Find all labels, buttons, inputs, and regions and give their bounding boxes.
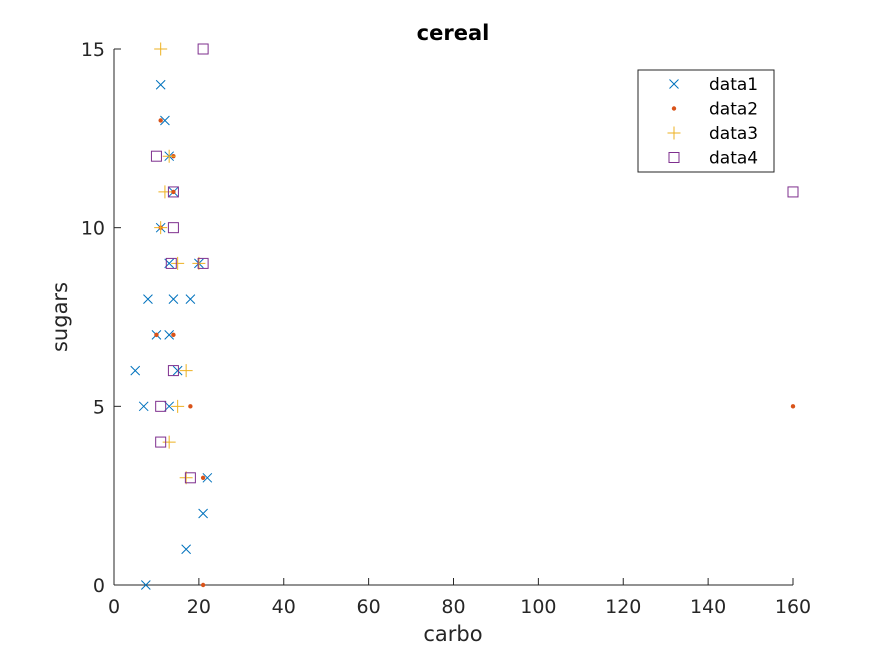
y-axis-label: sugars xyxy=(48,282,72,352)
data1-point xyxy=(202,472,213,483)
y-tick-label: 15 xyxy=(81,39,105,61)
x-tick-label: 140 xyxy=(690,596,726,618)
data1-point xyxy=(140,580,151,590)
data1-point xyxy=(155,79,166,90)
data3-point xyxy=(192,256,206,270)
data3-point xyxy=(171,399,185,413)
data4-point xyxy=(155,400,167,412)
series-data1 xyxy=(130,79,213,590)
series-data4 xyxy=(150,43,799,484)
y-tick-label: 10 xyxy=(81,218,105,240)
data2-point xyxy=(171,332,176,338)
legend-label-data4: data4 xyxy=(709,149,758,169)
x-tick-label: 0 xyxy=(108,596,120,618)
x-tick-label: 120 xyxy=(605,596,641,618)
data4-point xyxy=(787,186,799,198)
legend-box xyxy=(637,69,775,173)
legend-marker-data4 xyxy=(668,152,680,163)
data1-point xyxy=(181,544,191,555)
legend-marker-data3 xyxy=(667,126,681,140)
data1-point xyxy=(172,365,183,376)
data2-point xyxy=(154,332,159,338)
data4-point xyxy=(184,472,196,484)
data3-point xyxy=(154,42,168,56)
data3-point xyxy=(154,221,168,235)
data3-point xyxy=(179,364,193,378)
y-tick-label: 5 xyxy=(93,396,105,418)
series-data2 xyxy=(154,118,796,588)
y-tick-label: 0 xyxy=(93,575,105,597)
legend: data1 data2 data3 data4 xyxy=(637,69,775,173)
x-tick-label: 20 xyxy=(187,596,211,618)
data2-point xyxy=(171,189,176,195)
x-tick-label: 40 xyxy=(272,596,296,618)
data3-point xyxy=(162,149,176,163)
legend-label-data2: data2 xyxy=(709,100,758,120)
data4-point xyxy=(167,186,179,198)
data1-point xyxy=(138,401,149,412)
data4-point xyxy=(165,257,177,269)
x-tick-label: 160 xyxy=(775,596,811,618)
data-marks xyxy=(130,42,799,590)
data1-point xyxy=(130,365,141,376)
data1-point xyxy=(143,294,153,304)
data2-point xyxy=(200,582,206,588)
data4-point xyxy=(197,43,209,55)
data1-point xyxy=(185,294,196,304)
data1-point xyxy=(168,294,179,304)
data2-point xyxy=(158,118,163,123)
data3-point xyxy=(179,471,193,485)
series-data3 xyxy=(154,42,206,485)
legend-marker-data2 xyxy=(671,106,677,111)
data4-point xyxy=(167,222,179,234)
x-tick-label: 100 xyxy=(520,596,556,618)
data4-point xyxy=(150,150,162,162)
data1-point xyxy=(198,508,208,519)
data3-point xyxy=(158,185,172,199)
x-tick-label: 60 xyxy=(357,596,381,618)
chart-title: cereal xyxy=(417,21,490,45)
legend-label-data3: data3 xyxy=(709,124,758,144)
data4-point xyxy=(155,436,167,448)
data1-point xyxy=(160,115,170,126)
x-tick-label: 80 xyxy=(441,596,465,618)
data3-point xyxy=(171,256,185,270)
x-axis-label: carbo xyxy=(423,622,482,646)
data2-point xyxy=(188,404,193,409)
data2-point xyxy=(790,404,796,409)
data4-point xyxy=(197,257,209,269)
legend-marker-data1 xyxy=(669,79,679,89)
data4-point xyxy=(167,365,179,377)
data2-point xyxy=(200,475,206,480)
data1-point xyxy=(164,330,175,340)
axis-ticks: 0 20 40 60 80 100 120 140 160 0 5 10 15 xyxy=(81,39,811,618)
data3-point xyxy=(162,435,176,449)
legend-label-data1: data1 xyxy=(709,75,758,95)
